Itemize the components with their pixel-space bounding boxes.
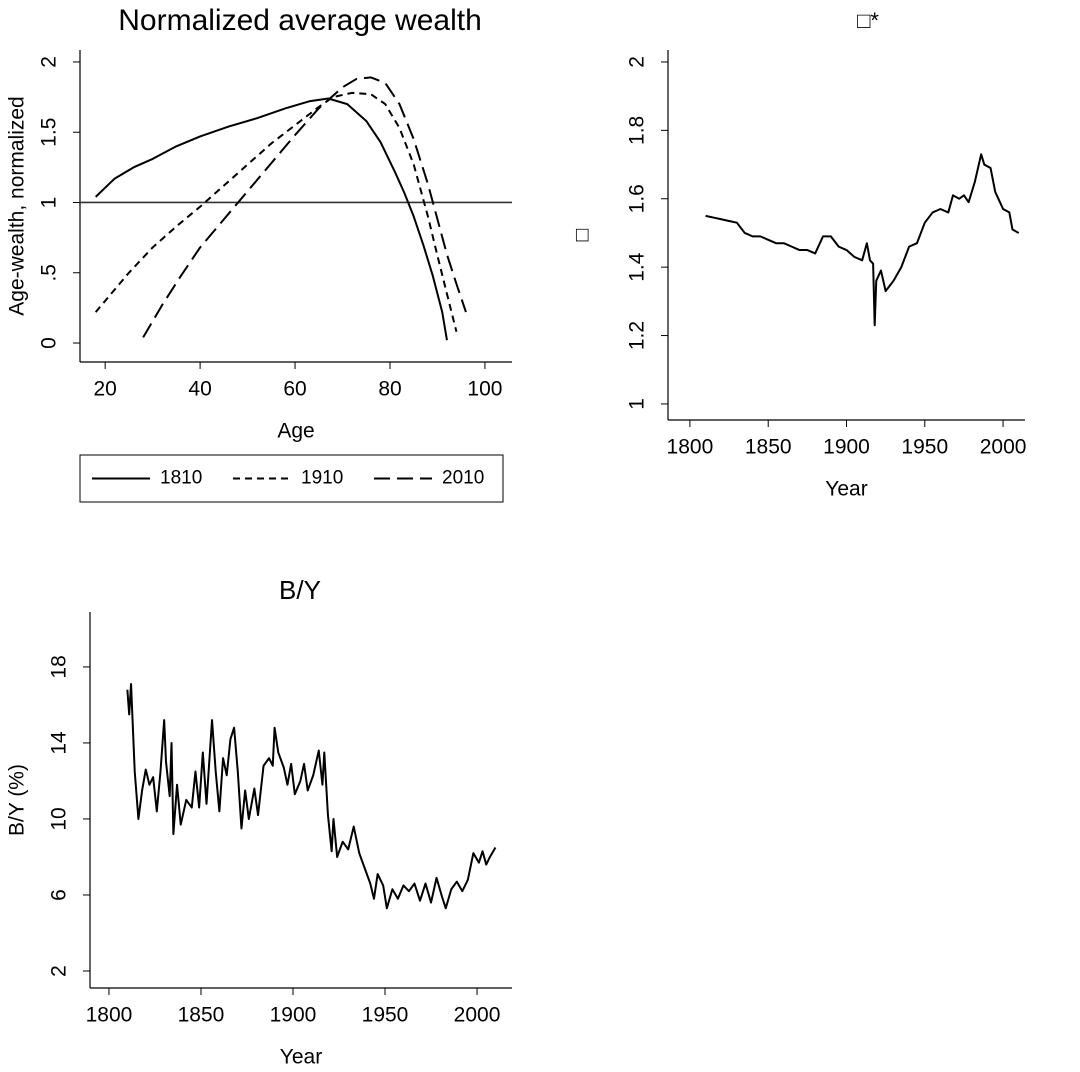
y-tick-label: 1.8 — [626, 116, 649, 145]
y-tick-label: 1.4 — [626, 252, 649, 282]
y-tick-label: 0 — [38, 337, 61, 349]
y-tick-label: 1 — [626, 398, 649, 410]
y-axis-label: □ — [571, 228, 594, 241]
legend-label: 2010 — [442, 468, 484, 489]
chart-title: B/Y — [279, 575, 321, 605]
data-line — [705, 153, 1020, 327]
x-tick-label: 20 — [93, 378, 116, 401]
y-tick-label: .5 — [38, 264, 61, 282]
x-tick-label: 60 — [283, 378, 306, 401]
y-tick-label: 1.5 — [38, 118, 61, 147]
x-tick-label: 1800 — [86, 1004, 133, 1027]
x-tick-label: 1950 — [901, 436, 948, 459]
x-tick-label: 1800 — [667, 436, 714, 459]
y-tick-label: 14 — [48, 731, 71, 755]
chart-title: □* — [857, 8, 879, 33]
legend-label: 1910 — [301, 468, 343, 489]
legend-box — [79, 454, 504, 503]
y-tick-label: 2 — [38, 56, 61, 68]
data-line — [94, 91, 458, 333]
y-axis-label: B/Y (%) — [6, 764, 29, 836]
x-tick-label: 1850 — [745, 436, 792, 459]
x-tick-label: 100 — [467, 378, 502, 401]
x-tick-label: 2000 — [980, 436, 1027, 459]
x-axis-label: Year — [825, 478, 867, 501]
data-line — [126, 683, 497, 910]
y-tick-label: 6 — [48, 889, 71, 901]
x-tick-label: 80 — [378, 378, 401, 401]
x-tick-label: 1950 — [362, 1004, 409, 1027]
y-tick-label: 1.2 — [626, 321, 649, 350]
panel: Normalized average wealth 20 40 60 80 100 0 .5 1… — [6, 4, 512, 503]
y-axis-label: Age-wealth, normalized — [6, 96, 29, 315]
legend-label: 1810 — [160, 468, 202, 489]
x-tick-label: 1850 — [178, 1004, 225, 1027]
panel: □* 1800 1850 1900 1950 2000 1 1.2 1.4 1.6 1.8 2 Year… — [571, 8, 1027, 501]
panel: B/Y 1800 1850 1900 1950 2000 2 6 10 14 18 Year B/Y (… — [6, 575, 512, 1069]
y-tick-label: 10 — [48, 807, 71, 830]
y-tick-label: 2 — [48, 965, 71, 977]
x-tick-label: 1900 — [823, 436, 870, 459]
chart-title: Normalized average wealth — [118, 4, 482, 37]
legend: 1810 1910 2010 — [79, 454, 504, 503]
y-tick-label: 1.6 — [626, 184, 649, 213]
x-axis-label: Age — [277, 420, 314, 443]
y-tick-label: 18 — [48, 655, 71, 678]
x-tick-label: 1900 — [270, 1004, 317, 1027]
y-tick-label: 1 — [38, 197, 61, 209]
data-line — [94, 97, 448, 341]
x-axis-label: Year — [280, 1046, 322, 1069]
y-tick-label: 2 — [626, 56, 649, 68]
data-line — [142, 76, 467, 338]
x-tick-label: 2000 — [454, 1004, 501, 1027]
x-tick-label: 40 — [188, 378, 211, 401]
